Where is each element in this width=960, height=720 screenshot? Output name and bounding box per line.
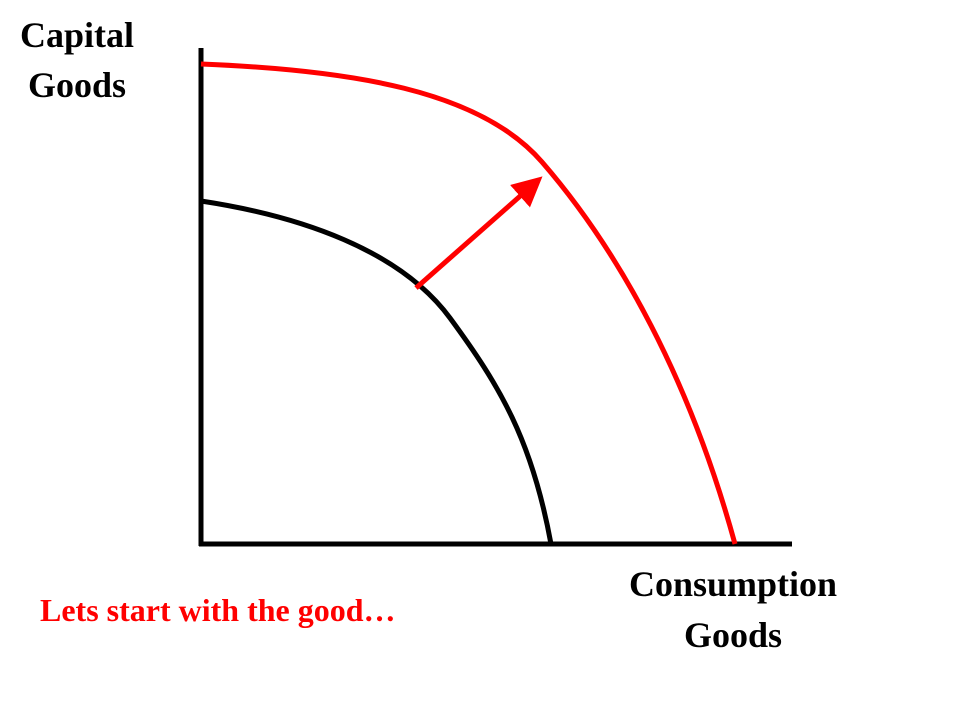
caption: Lets start with the good… bbox=[40, 592, 396, 628]
y-axis-label-line: Capital bbox=[20, 15, 134, 55]
y-axis-label-line: Goods bbox=[28, 65, 126, 105]
x-axis-label-line: Consumption bbox=[629, 564, 837, 604]
shift-arrow bbox=[414, 176, 543, 290]
ppf-original bbox=[200, 198, 554, 545]
x-axis-label-line: Goods bbox=[684, 615, 782, 655]
ppf-shifted bbox=[200, 61, 738, 545]
